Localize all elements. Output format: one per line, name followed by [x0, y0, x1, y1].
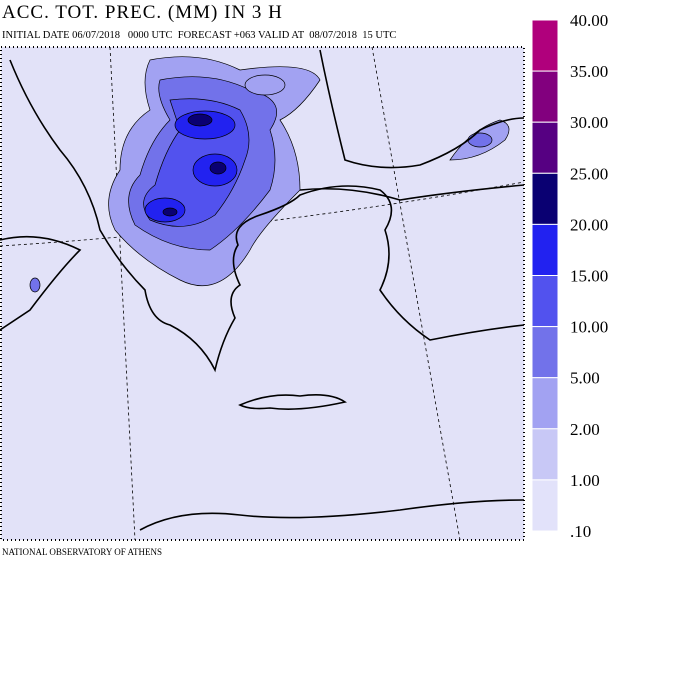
- legend: 40.00 35.00 30.00 25.00 20.00 15.00 10.00 5.00 2…: [531, 11, 608, 541]
- legend-label: 25.00: [570, 164, 608, 183]
- legend-label: 15.00: [570, 267, 608, 286]
- legend-label: 10.00: [570, 318, 608, 337]
- legend-swatch: [531, 377, 559, 430]
- coastline: [0, 235, 82, 331]
- legend-label: 5.00: [570, 369, 600, 388]
- subtitle: INITIAL DATE 06/07/2018 0000 UTC FORECAS…: [2, 30, 396, 41]
- precipitation: [29, 56, 510, 293]
- legend-label: 40.00: [570, 11, 608, 30]
- legend-swatch: [531, 19, 559, 72]
- legend-label: .10: [570, 522, 591, 541]
- legend-swatch: [531, 223, 559, 276]
- legend-label: 2.00: [570, 420, 600, 439]
- legend-label: 20.00: [570, 215, 608, 234]
- legend-swatch: [531, 428, 559, 481]
- legend-swatch: [531, 172, 559, 225]
- graticule: [0, 46, 525, 541]
- coastline: [139, 499, 525, 531]
- legend-swatch: [531, 275, 559, 328]
- coastline: [9, 59, 525, 373]
- legend-swatch: [531, 70, 559, 123]
- legend-swatch: [531, 121, 559, 174]
- legend-swatch: [531, 326, 559, 379]
- coastline: [299, 184, 525, 201]
- legend-label: 35.00: [570, 62, 608, 81]
- coastline: [238, 394, 348, 410]
- legend-swatch: [531, 479, 559, 532]
- legend-label: 1.00: [570, 471, 600, 490]
- coastline: [319, 49, 525, 169]
- title: ACC. TOT. PREC. (MM) IN 3 H: [2, 2, 283, 23]
- map-area: [0, 46, 525, 541]
- legend-label: 30.00: [570, 113, 608, 132]
- footer: NATIONAL OBSERVATORY OF ATHENS: [2, 547, 162, 557]
